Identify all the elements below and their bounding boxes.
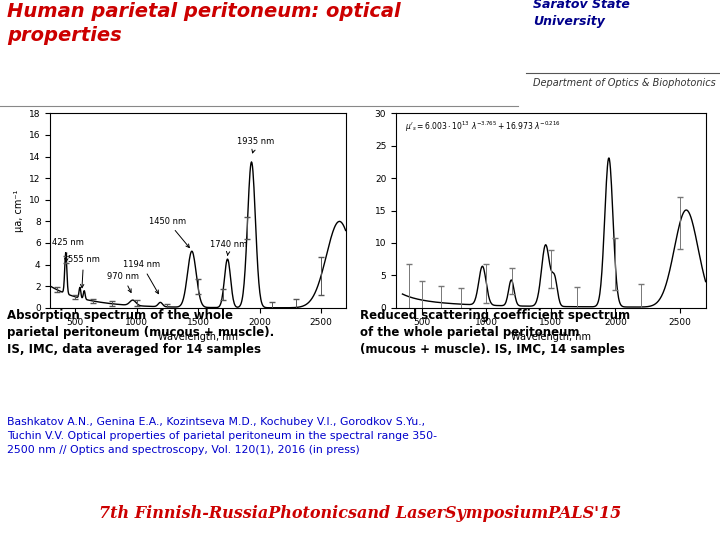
- Text: $\mu'_s = 6.003 \cdot 10^{13}\ \lambda^{-3.765} + 16.973\ \lambda^{-0.216}$: $\mu'_s = 6.003 \cdot 10^{13}\ \lambda^{…: [405, 119, 561, 133]
- Text: Reduced scattering coefficient spectrum
of the whole parietal peritoneum
(mucous: Reduced scattering coefficient spectrum …: [360, 309, 630, 356]
- Text: 970 nm: 970 nm: [107, 272, 139, 293]
- Text: Bashkatov A.N., Genina E.A., Kozintseva M.D., Kochubey V.I., Gorodkov S.Yu.,
Tuc: Bashkatov A.N., Genina E.A., Kozintseva …: [7, 416, 437, 455]
- Text: 1935 nm: 1935 nm: [238, 137, 274, 153]
- X-axis label: Wavelength, nm: Wavelength, nm: [510, 332, 591, 342]
- Text: Absorption spectrum of the whole
parietal peritoneum (mucous + muscle).
IS, IMC,: Absorption spectrum of the whole parieta…: [7, 309, 274, 356]
- Text: 1740 nm: 1740 nm: [210, 240, 248, 255]
- Text: 7th Finnish-RussiaPhotonicsand LaserSymposiumPALS'15: 7th Finnish-RussiaPhotonicsand LaserSymp…: [99, 505, 621, 522]
- Text: Department of Optics & Biophotonics: Department of Optics & Biophotonics: [533, 78, 716, 88]
- Text: 555 nm: 555 nm: [68, 255, 99, 288]
- Text: 1450 nm: 1450 nm: [149, 217, 189, 247]
- Text: 425 nm: 425 nm: [52, 238, 84, 262]
- Y-axis label: µa, cm⁻¹: µa, cm⁻¹: [14, 190, 24, 232]
- Text: 1194 nm: 1194 nm: [123, 260, 160, 294]
- X-axis label: Wavelength, nm: Wavelength, nm: [158, 332, 238, 342]
- Text: Human parietal peritoneum: optical
properties: Human parietal peritoneum: optical prope…: [7, 2, 401, 45]
- Text: Saratov State
University: Saratov State University: [533, 0, 630, 28]
